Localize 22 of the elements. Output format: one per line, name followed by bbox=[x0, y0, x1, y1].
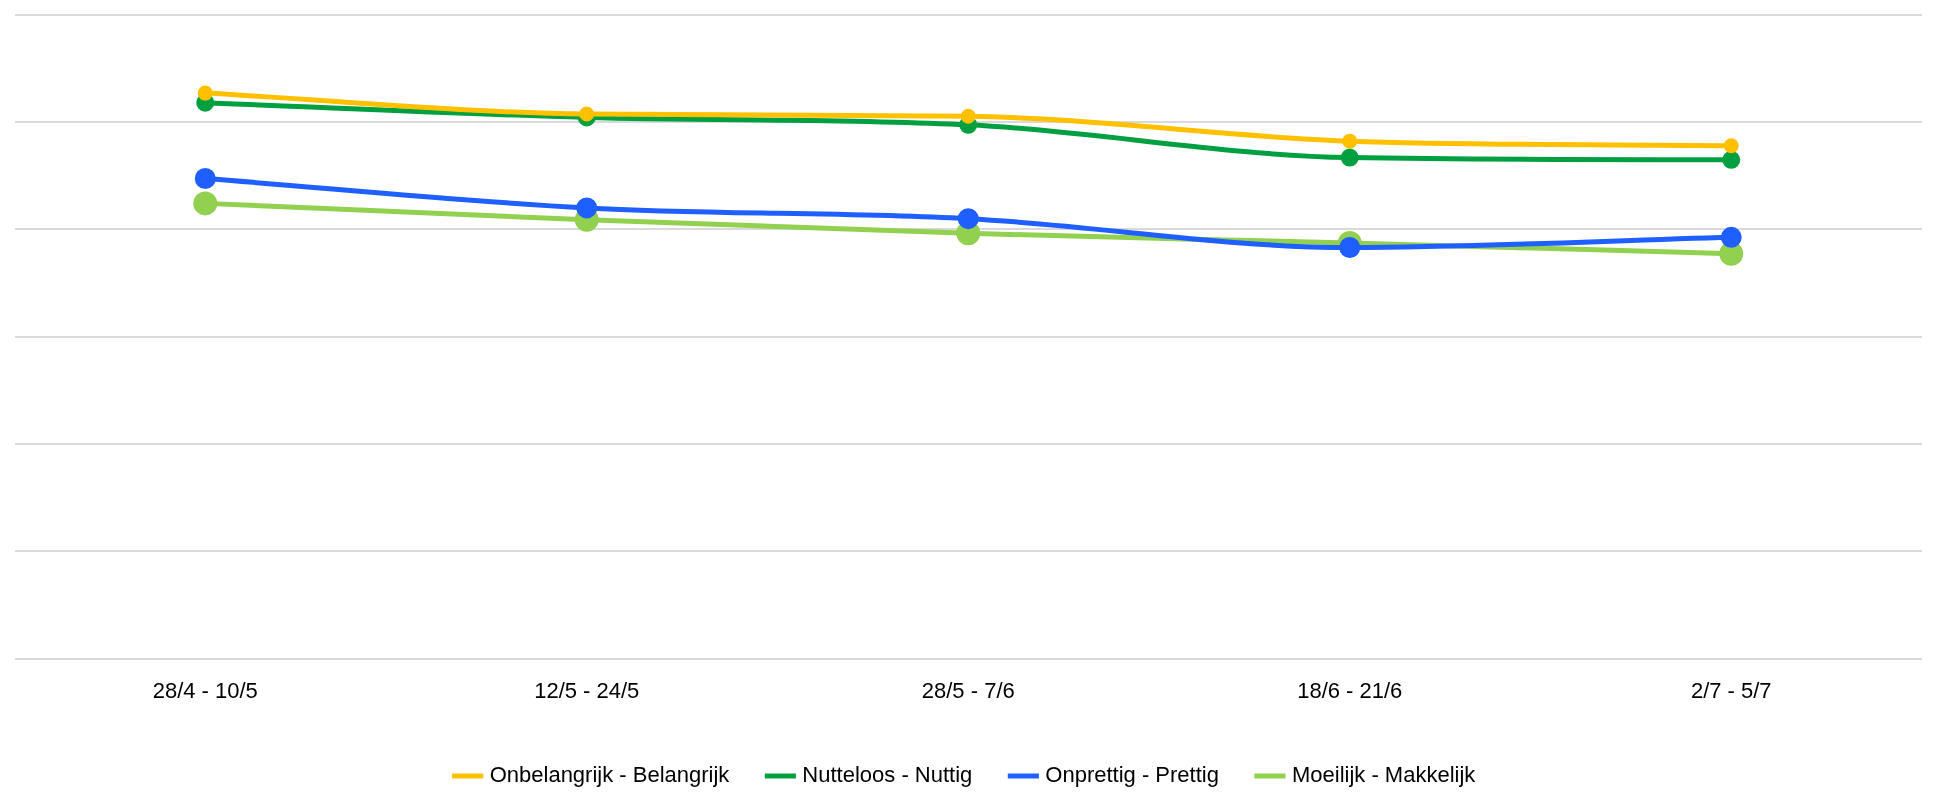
x-tick-label: 2/7 - 5/7 bbox=[1690, 677, 1772, 703]
point bbox=[197, 85, 213, 101]
point bbox=[1339, 236, 1361, 258]
point bbox=[579, 106, 595, 122]
legend-label: Onprettig - Prettig bbox=[1045, 762, 1219, 788]
point bbox=[960, 108, 976, 124]
point bbox=[1342, 133, 1358, 149]
point bbox=[1340, 148, 1359, 167]
x-tick-label: 12/5 - 24/5 bbox=[534, 677, 640, 703]
legend-label: Nutteloos - Nuttig bbox=[802, 762, 973, 788]
x-tick-label: 18/6 - 21/6 bbox=[1297, 677, 1403, 703]
point bbox=[576, 197, 598, 219]
point bbox=[1723, 138, 1739, 154]
x-tick-label: 28/5 - 7/6 bbox=[921, 677, 1015, 703]
legend-label: Onbelangrijk - Belangrijk bbox=[489, 762, 731, 788]
point bbox=[193, 191, 218, 216]
point bbox=[1720, 226, 1742, 248]
point bbox=[194, 167, 216, 189]
legend-label: Moeilijk - Makkelijk bbox=[1291, 762, 1477, 788]
point bbox=[957, 208, 979, 230]
point bbox=[1722, 150, 1741, 169]
x-tick-label: 28/4 - 10/5 bbox=[152, 677, 258, 703]
